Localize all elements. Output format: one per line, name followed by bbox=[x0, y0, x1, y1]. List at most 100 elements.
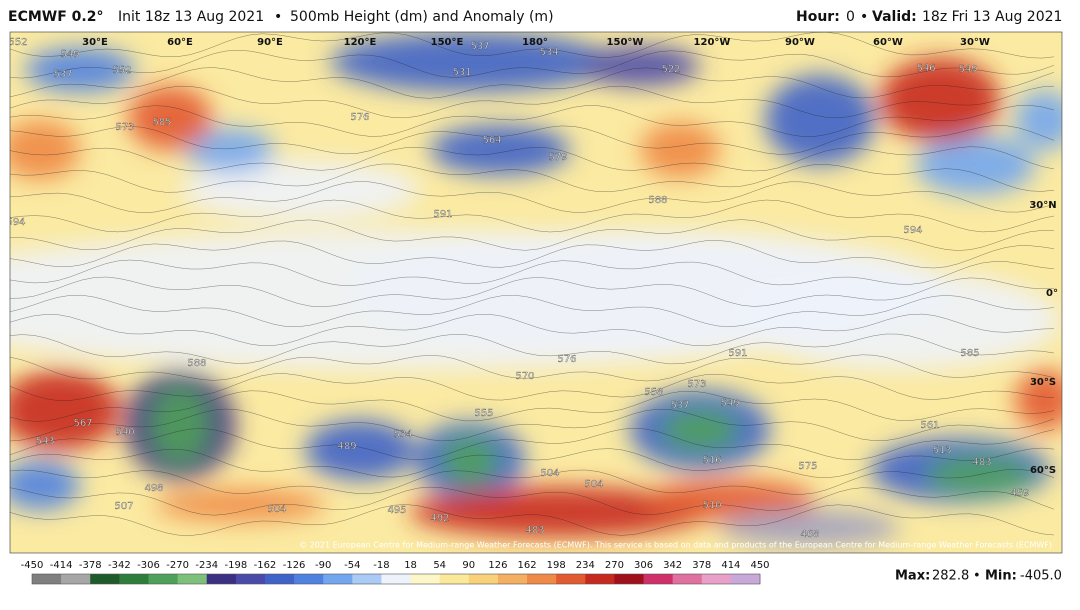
colorbar-swatch bbox=[439, 574, 470, 584]
anomaly-blob bbox=[1015, 370, 1062, 430]
contour-label: 591 bbox=[433, 209, 452, 220]
anomaly-blob bbox=[155, 489, 325, 521]
colorbar-swatch bbox=[556, 574, 586, 584]
contour-label: 531 bbox=[452, 67, 471, 78]
colorbar-tick-label: -198 bbox=[224, 560, 247, 571]
anomaly-blob bbox=[720, 510, 900, 546]
anomaly-blob bbox=[1015, 90, 1062, 150]
colorbar-swatch bbox=[410, 574, 441, 584]
colorbar-swatch bbox=[614, 574, 645, 584]
min-label: Min: bbox=[985, 569, 1017, 584]
contour-label: 543 bbox=[35, 436, 54, 447]
contour-line bbox=[10, 240, 1055, 269]
colorbar-tick-label: 450 bbox=[750, 560, 769, 571]
colorbar-swatch bbox=[381, 574, 412, 584]
contour-label: 546 bbox=[916, 63, 935, 74]
anomaly-blob bbox=[925, 455, 1035, 495]
contour-line bbox=[10, 447, 1055, 478]
contour-label: 579 bbox=[548, 152, 567, 163]
hour: 0 bbox=[846, 9, 855, 25]
anomaly-blob bbox=[765, 75, 875, 165]
anomaly-blob bbox=[128, 86, 212, 150]
colorbar-swatch bbox=[119, 574, 149, 584]
anomaly-blob bbox=[10, 120, 80, 180]
anomaly-blob bbox=[185, 128, 275, 172]
contour-label: 576 bbox=[557, 354, 576, 365]
colorbar-tick-label: 162 bbox=[517, 560, 536, 571]
contour-label: 573 bbox=[115, 122, 134, 133]
colorbar-tick-label: -342 bbox=[108, 560, 131, 571]
contour-label: 585 bbox=[960, 348, 979, 359]
colorbar-tick-label: 414 bbox=[721, 560, 740, 571]
colorbar-tick-label: -18 bbox=[373, 560, 389, 571]
colorbar-swatch bbox=[90, 574, 120, 584]
anomaly-blob bbox=[10, 370, 120, 450]
contour-label: 549 bbox=[60, 49, 79, 60]
colorbar-tick-label: -162 bbox=[254, 560, 277, 571]
contour-line bbox=[10, 146, 1055, 172]
colorbar-swatch bbox=[527, 574, 557, 584]
colorbar-tick-label: -306 bbox=[137, 560, 160, 571]
anomaly-blob bbox=[430, 125, 570, 175]
anomaly-blob bbox=[330, 32, 610, 92]
anomaly-field bbox=[10, 32, 1062, 546]
contour-label: 504 bbox=[267, 504, 286, 515]
contour-line bbox=[10, 67, 1055, 99]
colorbar-tick-label: -54 bbox=[344, 560, 360, 571]
colorbar-tick-label: -414 bbox=[50, 560, 73, 571]
contour-label: 489 bbox=[337, 441, 356, 452]
anomaly-blob bbox=[915, 135, 1035, 195]
longitude-label: 120°W bbox=[694, 37, 731, 48]
contour-line bbox=[10, 313, 1055, 347]
separator: • bbox=[274, 9, 282, 25]
max-label: Max: bbox=[895, 569, 930, 584]
contour-label: 534 bbox=[539, 47, 558, 58]
longitude-label: 90°E bbox=[257, 37, 283, 48]
colorbar-swatch bbox=[235, 574, 266, 584]
latitude-label: 30°N bbox=[1029, 200, 1056, 211]
colorbar-tick-label: -234 bbox=[195, 560, 218, 571]
contour-label: 552 bbox=[112, 65, 131, 76]
longitude-label: 180° bbox=[522, 37, 548, 48]
valid-label: Valid: bbox=[872, 9, 917, 25]
contour-label: 534 bbox=[393, 429, 412, 440]
longitude-label: 90°W bbox=[785, 37, 815, 48]
colorbar-tick-label: -126 bbox=[283, 560, 306, 571]
contour-label: 513 bbox=[932, 445, 951, 456]
colorbar-swatch bbox=[177, 574, 208, 584]
colorbar-swatch bbox=[352, 574, 382, 584]
contour-label: 575 bbox=[798, 461, 817, 472]
contour-line bbox=[10, 486, 1055, 516]
colorbar-tick-label: 54 bbox=[433, 560, 446, 571]
contour-line bbox=[10, 354, 1055, 382]
contour-label: 555 bbox=[474, 408, 493, 419]
map: 30°E 60°E 90°E 120°E 150°E 180° 150°W 120°W 90°W… bbox=[10, 32, 1062, 553]
contour-line bbox=[10, 163, 1055, 193]
colorbar-tick-label: 378 bbox=[692, 560, 711, 571]
colorbar-tick-label: 198 bbox=[547, 560, 566, 571]
anomaly-blob bbox=[180, 160, 420, 220]
longitude-label: 150°W bbox=[607, 37, 644, 48]
colorbar-swatch bbox=[730, 574, 761, 584]
contour-line bbox=[10, 259, 1055, 286]
contour-label: 540 bbox=[115, 427, 134, 438]
copyright: © 2021 European Centre for Medium-range … bbox=[299, 541, 1052, 550]
latitude-label: 60°S bbox=[1030, 465, 1056, 476]
contour-line bbox=[10, 199, 1055, 233]
colorbar-swatch bbox=[32, 574, 62, 584]
contour-label: 561 bbox=[920, 420, 939, 431]
contour-label: 594 bbox=[903, 225, 922, 236]
anomaly-blob bbox=[645, 480, 815, 520]
contour-line bbox=[10, 181, 1055, 213]
colorbar-tick-label: 18 bbox=[404, 560, 417, 571]
colorbar-swatch bbox=[701, 574, 732, 584]
contour-line bbox=[10, 333, 1055, 365]
contour-label: 537 bbox=[470, 41, 489, 52]
colorbar-tick-label: -270 bbox=[166, 560, 189, 571]
contour-line bbox=[10, 125, 1055, 155]
contour-label: 504 bbox=[584, 479, 603, 490]
colorbar-swatch bbox=[148, 574, 179, 584]
colorbar-tick-label: 234 bbox=[576, 560, 595, 571]
